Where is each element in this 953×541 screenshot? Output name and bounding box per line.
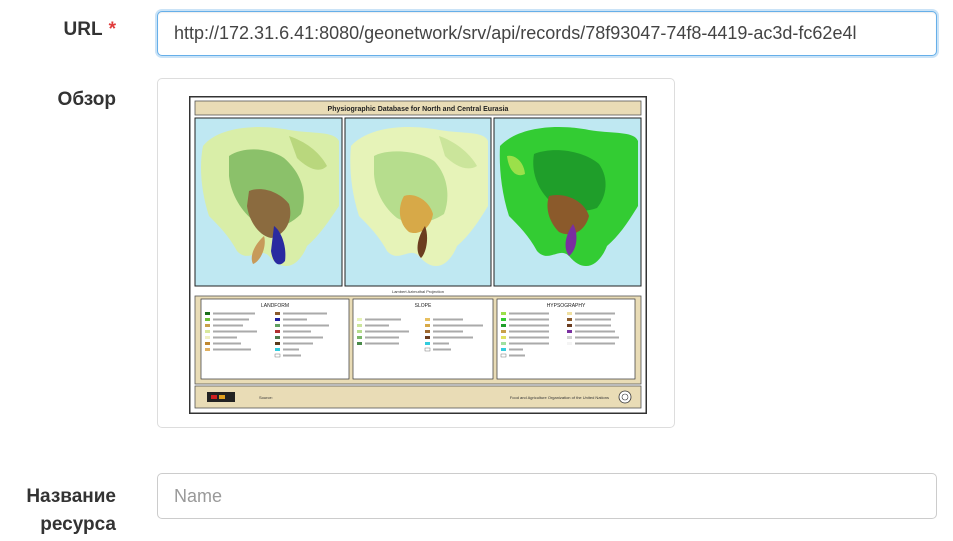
fao-logo-icon (618, 390, 632, 404)
projection-note: Lambert Azimuthal Projection (392, 289, 444, 294)
required-asterisk: * (108, 19, 116, 40)
url-input[interactable] (157, 11, 937, 56)
landform-legend-title: LANDFORM (261, 303, 289, 309)
slope-map (344, 117, 492, 287)
landform-legend: LANDFORM (200, 298, 350, 380)
overview-label: Обзор (57, 89, 116, 110)
slope-legend-title: SLOPE (415, 303, 432, 309)
resource-name-label: Название ресурса (26, 486, 116, 535)
hypsography-legend: HYPSOGRAPHY (496, 298, 636, 380)
overview-thumbnail[interactable]: Physiographic Database for North and Cen… (189, 96, 647, 414)
url-label: URL * (40, 19, 116, 41)
footer-source: Source: (259, 395, 273, 400)
resource-name-input[interactable] (157, 473, 937, 519)
hypsography-legend-title: HYPSOGRAPHY (547, 303, 586, 309)
overview-preview-box: Physiographic Database for North and Cen… (157, 78, 675, 428)
url-label-text: URL (63, 19, 103, 40)
landform-map (194, 117, 343, 287)
hypsography-map (493, 117, 642, 287)
slope-legend: SLOPE (352, 298, 494, 380)
footer-org: Food and Agriculture Organization of the… (510, 395, 609, 400)
thumbnail-title: Physiographic Database for North and Cen… (328, 106, 509, 113)
